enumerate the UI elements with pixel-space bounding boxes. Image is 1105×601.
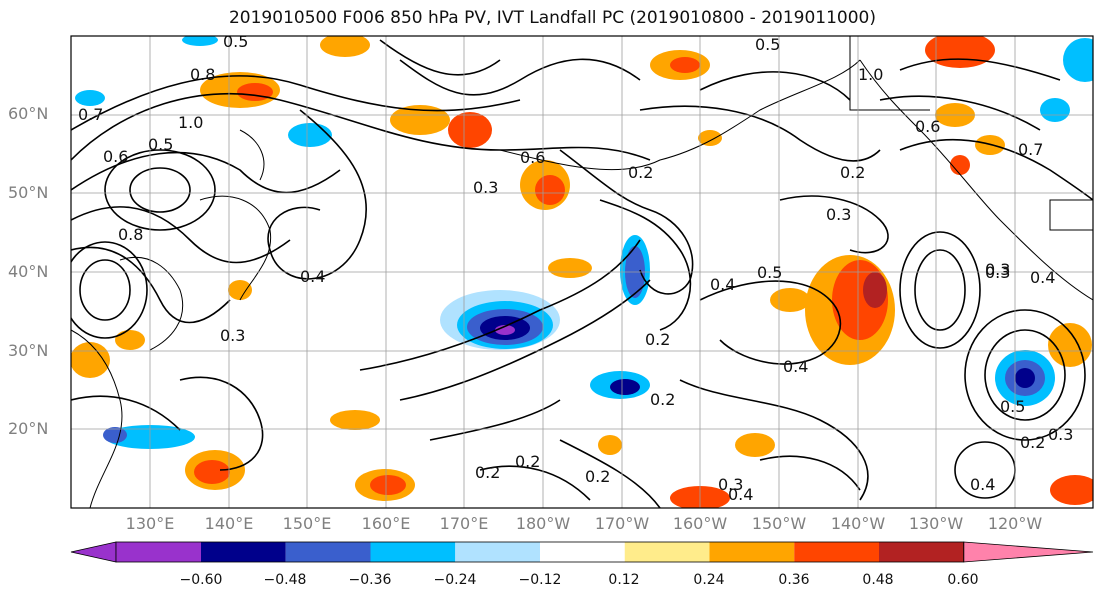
colorbar-tick-label: 0.60 [947, 572, 979, 588]
colorbar-tick-label: 0.12 [608, 572, 640, 588]
lat-label: 60°N [8, 104, 49, 123]
colorbar-tick-label: 0.36 [778, 572, 810, 588]
contour-label: 0.5 [1000, 397, 1025, 416]
contour-label: 0.4 [1030, 268, 1055, 287]
colorbar-segment [624, 542, 710, 562]
contour-label: 0.3 [985, 263, 1010, 282]
coastlines [71, 36, 1093, 508]
map-border [70, 35, 1094, 509]
colorbar-segment [116, 542, 201, 562]
lon-label: 150°W [751, 514, 807, 533]
contour-label: 1.0 [858, 65, 883, 84]
contour-label: 0.5 [755, 35, 780, 54]
contour-label: 0.8 [118, 225, 143, 244]
colorbar-extend-high [963, 541, 1094, 563]
contour-label: 0.2 [840, 163, 865, 182]
graticule [71, 36, 1093, 508]
colorbar-segment [709, 542, 795, 562]
contour-label: 0.2 [628, 163, 653, 182]
contour-label: 0.2 [1020, 433, 1045, 452]
contour-label: 0.4 [710, 275, 735, 294]
lon-label: 180°W [515, 514, 571, 533]
colorbar-tick-label: −0.60 [179, 572, 223, 588]
contour-label: 0.6 [915, 117, 940, 136]
contour-label: 0.3 [473, 178, 498, 197]
colorbar-segment [540, 542, 625, 562]
lon-label: 160°E [361, 514, 411, 533]
lat-label: 50°N [8, 183, 49, 202]
pv-contours [71, 39, 1093, 508]
contour-label: 0.4 [728, 485, 753, 504]
contour-label: 0.7 [1018, 140, 1043, 159]
lat-label: 20°N [8, 419, 49, 438]
contour-label: 0.5 [223, 32, 248, 51]
lon-label: 140°W [830, 514, 886, 533]
contour-label: 0.3 [826, 205, 851, 224]
colorbar-segment [285, 542, 371, 562]
contour-label: 0.8 [190, 65, 215, 84]
contour-label: 0.4 [970, 475, 995, 494]
colorbar-tick-label: 0.24 [693, 572, 725, 588]
colorbar-segment [201, 542, 286, 562]
colorbar-tick-label: 0.48 [862, 572, 894, 588]
colorbar-outline [115, 541, 965, 563]
colorbar-tick-label: −0.36 [348, 572, 392, 588]
colorbar-tick-label: −0.24 [433, 572, 477, 588]
contour-label: 0.5 [757, 263, 782, 282]
contour-label: 0.2 [515, 452, 540, 471]
lon-label: 130°E [125, 514, 175, 533]
lon-label: 160°W [672, 514, 728, 533]
colorbar-segment [455, 542, 540, 562]
lat-label: 30°N [8, 341, 49, 360]
contour-label: 0.4 [783, 357, 808, 376]
contour-label: 0.6 [520, 148, 545, 167]
contour-labels: 0.5 0.8 0.7 1.0 0.6 0.5 0.3 0.6 0.2 0.5 … [78, 32, 1073, 504]
contour-label: 0.3 [718, 475, 743, 494]
lon-label: 130°W [908, 514, 964, 533]
colorbar-extend-low [70, 541, 117, 563]
colorbar-segment [794, 542, 879, 562]
contour-label: 0.2 [475, 463, 500, 482]
lon-label: 170°W [594, 514, 650, 533]
contour-label: 0.2 [650, 390, 675, 409]
contour-label: 0.2 [585, 467, 610, 486]
contour-label: 0.3 [985, 260, 1010, 279]
colorbar-segment [370, 542, 456, 562]
lon-label: 170°E [439, 514, 489, 533]
lon-label: 150°E [282, 514, 332, 533]
contour-label: 1.0 [178, 113, 203, 132]
contour-label: 0.7 [78, 105, 103, 124]
colorbar-tick-label: −0.12 [518, 572, 562, 588]
pv-shading [71, 36, 1093, 508]
colorbar-segment [879, 542, 964, 562]
lon-label: 120°W [987, 514, 1043, 533]
lat-label: 40°N [8, 262, 49, 281]
contour-label: 0.6 [103, 147, 128, 166]
lon-label: 140°E [204, 514, 254, 533]
contour-label: 0.3 [1048, 425, 1073, 444]
contour-label: 0.5 [148, 135, 173, 154]
map-title: 2019010500 F006 850 hPa PV, IVT Landfall… [228, 8, 876, 28]
contour-label: 0.4 [300, 267, 325, 286]
contour-label: 0.2 [645, 330, 670, 349]
contour-label: 0.3 [220, 326, 245, 345]
colorbar-tick-label: −0.48 [263, 572, 307, 588]
